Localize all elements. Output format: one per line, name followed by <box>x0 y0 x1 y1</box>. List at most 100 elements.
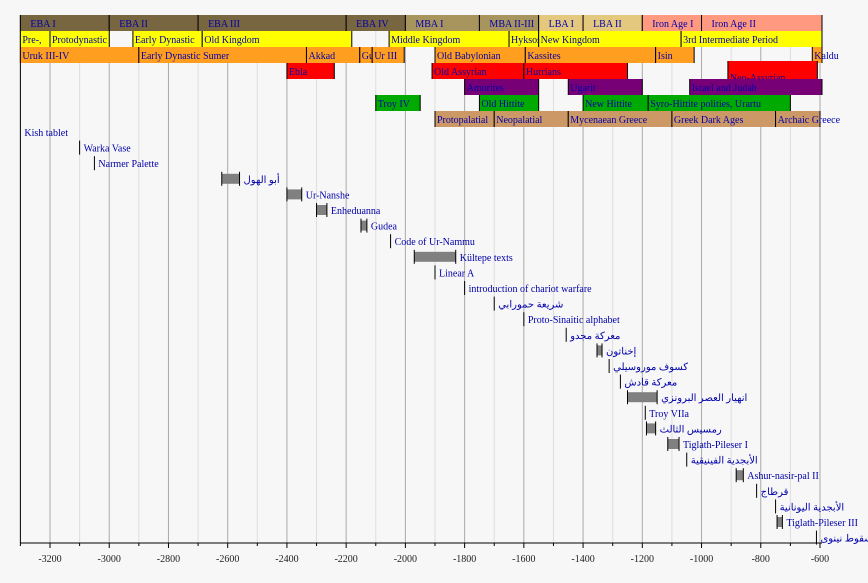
event-23: قرطاج <box>756 483 789 498</box>
period-bar <box>405 15 480 31</box>
period-label: Troy IV <box>378 99 411 110</box>
period-label: EBA II <box>119 19 148 30</box>
period-label: Isin <box>658 51 673 62</box>
event-0: Kish tablet <box>24 128 68 139</box>
period-bar <box>464 79 539 95</box>
period-label: Iron Age I <box>652 19 693 30</box>
period-label: 3rd Intermediate Period <box>683 35 778 46</box>
x-tick-label: -2800 <box>157 554 180 565</box>
period-label: New Hittite <box>585 99 632 110</box>
event-15: كسوف موروسيلي <box>608 359 688 373</box>
period-bar <box>642 15 702 31</box>
period-bar <box>435 111 495 127</box>
period-label: Syro-Hittite polities, Urartu <box>650 99 761 110</box>
x-axis: -3200 -3000 -2800 -2600 -2400 -2200 -2000 -1800… <box>19 542 829 565</box>
event-18: Troy VIIa <box>644 405 690 420</box>
period-label: Kaldu <box>814 51 838 62</box>
period-bar <box>372 47 405 63</box>
x-tick-label: -1000 <box>690 554 713 565</box>
event-1: Warka Vase <box>79 140 132 155</box>
event-25: Tiglath-Pileser III <box>776 515 858 529</box>
event-span-bar <box>286 189 302 200</box>
event-20: Tiglath-Pileser I <box>667 437 748 451</box>
period-label: Ur III <box>374 51 397 62</box>
period-bar <box>389 31 510 47</box>
period-bar <box>681 31 822 47</box>
event-label: Enheduanna <box>331 206 381 217</box>
period-label: Kassites <box>527 51 560 62</box>
period-bar <box>132 31 203 47</box>
x-tick-label: -1800 <box>453 554 476 565</box>
period-label: Neo-Assyrian <box>730 73 786 84</box>
event-label: Linear A <box>439 268 475 279</box>
x-tick-label: -2000 <box>394 554 417 565</box>
event-11: شريعة حمورابي <box>493 296 563 311</box>
period-label: Neopalatial <box>496 115 542 126</box>
period-bar <box>432 63 524 79</box>
event-label: معركة مجدو <box>569 331 620 342</box>
event-22: Ashur-nasir-pal II <box>735 468 819 483</box>
event-4: Ur-Nanshe <box>286 187 350 202</box>
event-span-bar <box>736 470 744 481</box>
period-label: Hurrians <box>526 67 561 78</box>
event-label: Gudea <box>371 222 398 233</box>
period-label: EBA IV <box>356 19 389 30</box>
period-label: Old Babylonian <box>437 51 501 62</box>
event-label: Warka Vase <box>84 144 132 155</box>
event-span-bar <box>360 220 367 231</box>
event-label: Proto-Sinaitic alphabet <box>528 315 620 326</box>
period-bar <box>689 79 822 95</box>
event-9: Linear A <box>434 265 475 280</box>
x-tick-label: -1400 <box>571 554 594 565</box>
event-span-bar <box>646 423 656 434</box>
period-bar <box>198 15 347 31</box>
event-label: introduction of chariot warfare <box>469 284 593 295</box>
event-markers: Kish tablet Warka Vase Narmer Palette أبو ا… <box>24 128 868 545</box>
period-bar <box>583 15 643 31</box>
period-bar <box>655 47 695 63</box>
event-label: إخناتون <box>606 346 637 357</box>
grid-lines <box>19 15 821 543</box>
period-label: Greek Dark Ages <box>674 115 744 126</box>
period-label: Pre-, <box>22 35 41 46</box>
event-label: كسوف موروسيلي <box>613 362 688 373</box>
period-row-aegean: Protopalatial Neopalatial Mycenaean Greece… <box>434 111 841 127</box>
event-label: Narmer Palette <box>98 159 159 170</box>
period-bar <box>812 47 822 63</box>
period-label: EBA I <box>30 19 55 30</box>
event-label: Ashur-nasir-pal II <box>747 471 819 482</box>
x-tick-label: -1200 <box>631 554 654 565</box>
event-14: إخناتون <box>596 343 637 358</box>
period-label: Old Hittite <box>481 99 525 110</box>
period-label: Early Dynastic Sumer <box>141 51 230 62</box>
period-label: Ebla <box>289 67 308 78</box>
event-label: سقوط نينوى <box>820 534 868 545</box>
event-span-bar <box>627 392 658 403</box>
event-label: Ur-Nanshe <box>306 190 350 201</box>
period-bar <box>20 47 139 63</box>
period-label: Middle Kingdom <box>391 35 460 46</box>
event-span-bar <box>316 205 327 215</box>
period-bar <box>538 15 584 31</box>
period-label: Archaic Greece <box>778 115 841 126</box>
period-label: Ugarit <box>570 83 596 94</box>
period-bar <box>359 47 373 63</box>
period-label: Amorites <box>467 83 504 94</box>
event-3: أبو الهول <box>221 171 280 186</box>
period-bar <box>20 31 50 47</box>
period-bar <box>509 31 539 47</box>
period-bar <box>568 111 672 127</box>
event-span-bar <box>414 251 456 262</box>
event-label: Tiglath-Pileser I <box>683 440 748 451</box>
period-label: Iron Age II <box>712 19 756 30</box>
event-label: Tiglath-Pileser III <box>786 518 858 529</box>
period-label: LBA I <box>549 19 574 30</box>
period-bar <box>375 95 421 111</box>
event-label: رمسيس الثالث <box>660 424 722 435</box>
event-10: introduction of chariot warfare <box>464 281 593 295</box>
period-bar <box>775 111 820 127</box>
event-span-bar <box>667 439 680 449</box>
period-label: Hyksos <box>511 35 541 46</box>
